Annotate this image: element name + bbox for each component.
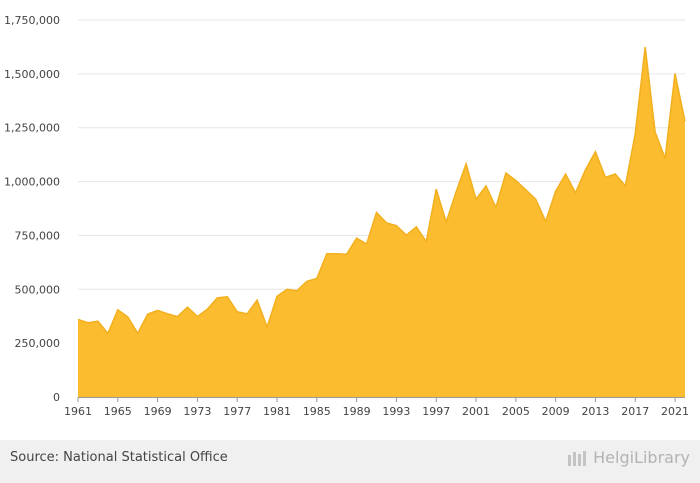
x-tick-label: 1969 (144, 405, 172, 418)
y-tick-label: 1,000,000 (4, 176, 60, 189)
x-tick-label: 2005 (502, 405, 530, 418)
x-tick-label: 1985 (303, 405, 331, 418)
y-tick-label: 250,000 (15, 337, 61, 350)
library-icon (568, 450, 587, 466)
brand-name: HelgiLibrary (593, 448, 690, 467)
x-tick-label: 2013 (581, 405, 609, 418)
x-tick-label: 1977 (223, 405, 251, 418)
x-tick-label: 2017 (621, 405, 649, 418)
x-tick-label: 1973 (183, 405, 211, 418)
x-tick-label: 1989 (343, 405, 371, 418)
y-tick-label: 1,250,000 (4, 122, 60, 135)
series-line (77, 46, 686, 335)
x-tick-label: 1993 (382, 405, 410, 418)
y-tick-label: 500,000 (15, 283, 61, 296)
x-tick-label: 1961 (64, 405, 92, 418)
series-area (78, 46, 685, 398)
y-tick-label: 1,500,000 (4, 68, 60, 81)
x-tick-label: 1997 (422, 405, 450, 418)
y-tick-label: 750,000 (15, 229, 61, 242)
area-chart: 0 250,000 500,000 750,000 1,000,000 1,250,000… (4, 14, 689, 418)
x-tick-label: 2021 (661, 405, 689, 418)
brand-logo[interactable]: HelgiLibrary (567, 448, 690, 467)
x-tick-label: 1965 (104, 405, 132, 418)
y-axis-ticks: 0 250,000 500,000 750,000 1,000,000 1,250,000… (4, 14, 60, 404)
footer-bar: Source: National Statistical Office Helg… (0, 440, 700, 483)
x-tick-label: 2009 (542, 405, 570, 418)
x-tick-label: 2001 (462, 405, 490, 418)
y-tick-label: 0 (53, 391, 60, 404)
source-text: Source: National Statistical Office (10, 450, 228, 465)
x-tick-label: 1981 (263, 405, 291, 418)
y-tick-label: 1,750,000 (4, 14, 60, 27)
x-axis-ticks: 1961 1965 1969 1973 1977 1981 1985 1989 1993 1997… (64, 397, 689, 418)
